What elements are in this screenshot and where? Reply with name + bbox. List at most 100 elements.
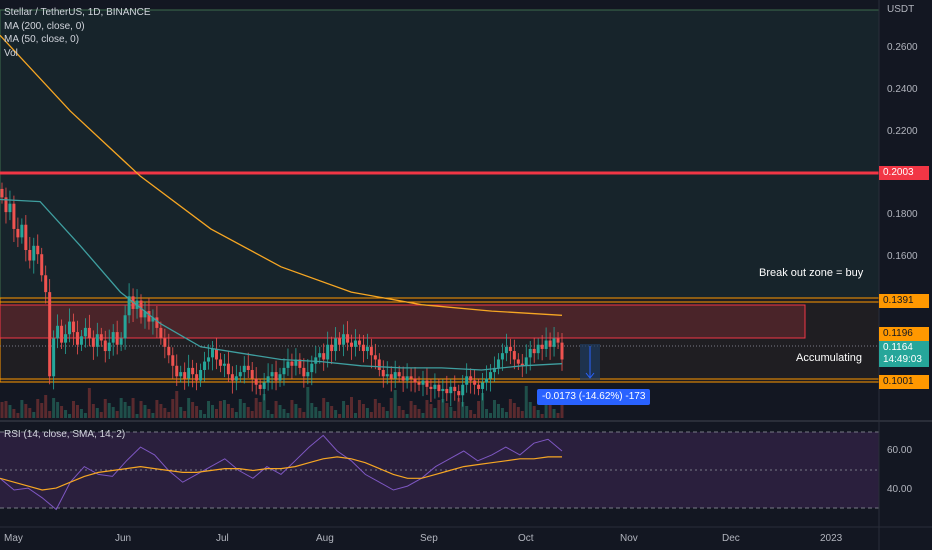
candle-body — [389, 374, 393, 379]
currency-label: USDT — [887, 4, 915, 15]
legend-ma50[interactable]: MA (50, close, 0) — [4, 34, 80, 45]
legend-symbol[interactable]: Stellar / TetherUS, 1D, BINANCE — [4, 7, 151, 18]
candle-body — [326, 344, 330, 360]
candle-body — [481, 382, 485, 389]
candle-body — [405, 376, 409, 381]
volume-bar — [199, 410, 203, 418]
ma50-line — [0, 198, 563, 371]
candle-body — [183, 372, 187, 379]
candle-body — [203, 361, 207, 370]
volume-bar — [405, 414, 409, 418]
candle-body — [540, 344, 544, 349]
volume-bar — [381, 407, 385, 418]
candle-body — [556, 338, 560, 343]
accumulating-annotation[interactable]: Accumulating — [796, 352, 863, 364]
volume-bar — [115, 411, 119, 418]
candle-body — [449, 386, 453, 394]
volume-bars — [0, 386, 564, 418]
volume-bar — [107, 403, 111, 418]
candle-body — [552, 338, 556, 347]
volume-bar — [163, 408, 167, 418]
legend-ma200[interactable]: MA (200, close, 0) — [4, 20, 85, 32]
time-label: Sep — [420, 533, 438, 544]
candle-body — [393, 372, 397, 379]
candle-body — [409, 376, 413, 379]
volume-bar — [417, 409, 421, 418]
candle-body — [322, 353, 326, 360]
rsi-legend[interactable]: RSI (14, close, SMA, 14, 2) — [4, 429, 126, 440]
candle-body — [381, 370, 385, 377]
measure-label[interactable]: -0.0173 (-14.62%) -173 — [537, 389, 651, 405]
volume-bar — [266, 410, 270, 418]
volume-bar — [135, 414, 139, 418]
volume-bar — [48, 411, 52, 418]
volume-bar — [71, 401, 75, 418]
candle-body — [48, 292, 52, 377]
volume-bar — [12, 409, 16, 418]
candle-body — [278, 374, 282, 381]
candle-body — [512, 351, 516, 360]
candle-body — [429, 386, 433, 389]
volume-bar — [326, 402, 330, 418]
volume-bar — [516, 407, 520, 418]
resistance-price-tag: 0.2003 — [879, 166, 929, 180]
time-label: 2023 — [820, 533, 843, 544]
volume-bar — [413, 405, 417, 418]
candle-body — [155, 317, 159, 328]
candle-body — [234, 376, 238, 381]
volume-bar — [342, 401, 346, 418]
rsi-label: 60.00 — [887, 445, 913, 456]
breakout-annotation[interactable]: Break out zone = buy — [759, 267, 864, 279]
volume-bar — [28, 408, 32, 418]
volume-bar — [44, 395, 48, 418]
candle-body — [433, 384, 437, 389]
rsi-sma-line — [0, 456, 562, 491]
volume-bar — [314, 407, 318, 418]
candle-body — [302, 367, 306, 377]
volume-bar — [56, 402, 60, 418]
candle-body — [346, 334, 350, 343]
candle-body — [64, 334, 68, 343]
candle-body — [469, 376, 473, 381]
price-label: 0.1600 — [887, 251, 918, 262]
legend-vol[interactable]: Vol — [4, 47, 18, 59]
candle-body — [369, 346, 373, 356]
volume-bar — [218, 401, 222, 418]
volume-bar — [143, 405, 147, 418]
volume-bar — [556, 413, 560, 418]
volume-bar — [397, 406, 401, 418]
volume-bar — [357, 400, 361, 418]
candle-body — [294, 359, 298, 366]
volume-bar — [544, 401, 548, 418]
volume-bar — [524, 386, 528, 418]
rsi-line — [0, 434, 563, 511]
candle-body — [477, 384, 481, 389]
candle-body — [60, 325, 64, 343]
candle-body — [365, 346, 369, 352]
candle-body — [417, 382, 421, 385]
candle-body — [489, 372, 493, 379]
volume-bar — [155, 400, 159, 418]
candle-body — [83, 327, 87, 337]
volume-bar — [262, 394, 266, 418]
candle-body — [274, 372, 278, 381]
volume-bar — [191, 402, 195, 418]
volume-bar — [242, 403, 246, 418]
zone-mid-price-tag: 0.1196 — [879, 327, 929, 341]
candle-body — [445, 388, 449, 394]
volume-bar — [469, 410, 473, 418]
zone-bottom-price-tag: 0.1001 — [879, 375, 929, 389]
candle-body — [163, 338, 167, 347]
volume-bar — [40, 403, 44, 418]
candle-body — [36, 245, 40, 255]
candle-body — [500, 353, 504, 360]
volume-bar — [167, 412, 171, 418]
price-label: 0.2600 — [887, 42, 918, 53]
volume-bar — [290, 400, 294, 418]
candle-body — [377, 359, 381, 370]
volume-bar — [294, 404, 298, 418]
volume-bar — [492, 400, 496, 418]
volume-bar — [254, 398, 258, 418]
candle-body — [210, 348, 214, 358]
